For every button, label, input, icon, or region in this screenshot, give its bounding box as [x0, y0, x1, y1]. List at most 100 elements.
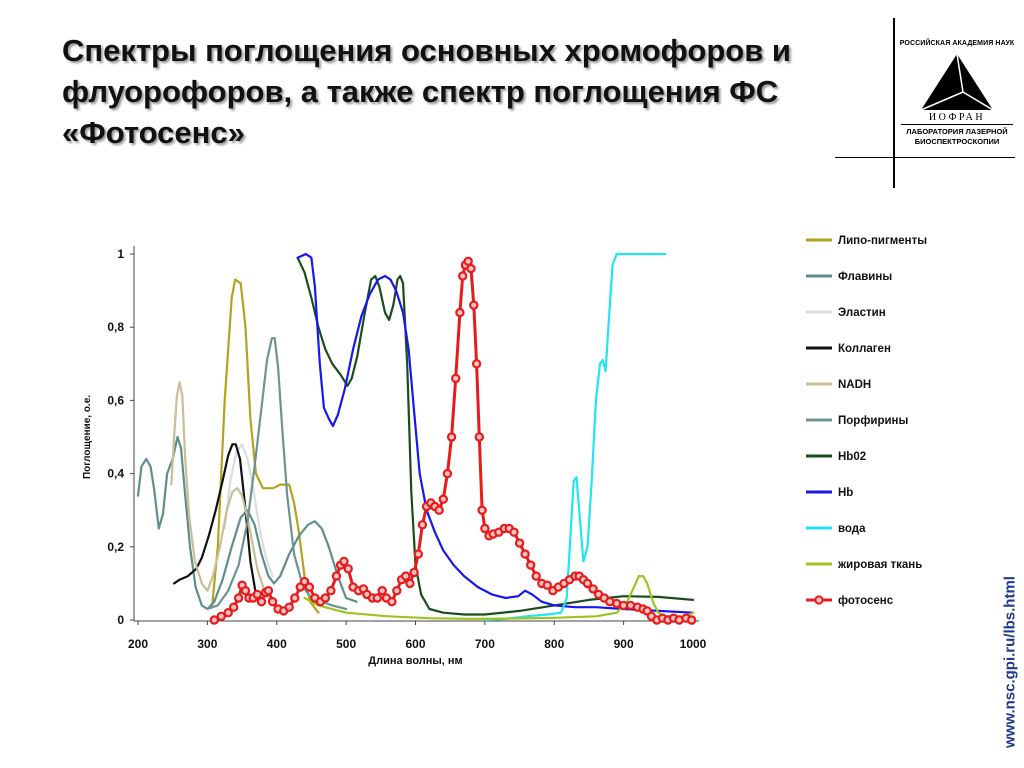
photosens-point	[377, 586, 387, 596]
y-tick-label: 0,4	[107, 467, 124, 481]
y-tick-label: 0,2	[107, 540, 124, 554]
photosens-point	[582, 578, 593, 589]
photosens-point	[392, 586, 402, 596]
x-tick-label: 1000	[680, 637, 707, 651]
legend-label: NADH	[838, 379, 871, 391]
series-9-line	[483, 252, 667, 622]
title-line-1: Спектры поглощения основных хромофоров и	[62, 33, 791, 68]
photosens-point	[520, 549, 530, 559]
photosens-point	[216, 611, 226, 622]
title-line-3: «Фотосенс»	[62, 115, 245, 150]
photosens-point	[438, 494, 448, 504]
photosens-point	[455, 307, 465, 318]
series-1-line	[211, 278, 320, 614]
y-tick-label: 0	[117, 613, 124, 627]
logo-institute-name: ИОФРАН	[928, 112, 986, 123]
photosens-point	[442, 468, 453, 479]
photosens-point	[331, 571, 342, 581]
photosens-point	[405, 578, 415, 589]
photosens-point	[267, 597, 278, 607]
photosens-point	[233, 593, 244, 603]
photosens-point	[401, 571, 411, 581]
legend-label: вода	[838, 523, 866, 535]
series-7-line	[296, 256, 695, 616]
photosens-point	[531, 571, 541, 581]
logo-triangle-icon	[920, 53, 994, 111]
photosens-point	[284, 602, 294, 612]
photosens-point	[434, 505, 444, 515]
legend-label: Коллаген	[838, 343, 891, 355]
x-tick-label: 900	[614, 637, 634, 651]
legend-label: Порфирины	[838, 415, 908, 427]
legend-label: жировая ткань	[837, 559, 922, 571]
series-8-line	[296, 252, 695, 614]
photosens-point	[542, 580, 553, 590]
photosens-point	[413, 549, 423, 559]
logo-lab-text: ЛАБОРАТОРИЯ ЛАЗЕРНОЙ БИОСПЕКТРОСКОПИИ	[897, 127, 1017, 147]
y-tick-label: 1	[117, 247, 124, 261]
logo-lab-line-1: ЛАБОРАТОРИЯ ЛАЗЕРНОЙ	[906, 127, 1008, 136]
x-tick-label: 500	[336, 637, 356, 651]
photosens-point	[480, 523, 490, 534]
photosens-point	[458, 271, 468, 281]
logo-lab-line-2: БИОСПЕКТРОСКОПИИ	[914, 137, 1000, 146]
legend-label: Липо-пигменты	[838, 235, 927, 247]
photosens-point	[446, 432, 457, 442]
photosens-point	[304, 582, 315, 592]
logo-horizontal-line	[835, 157, 1015, 158]
x-tick-label: 600	[405, 637, 425, 651]
y-axis-title: Поглощение, о.е.	[82, 395, 93, 479]
x-tick-label: 400	[267, 637, 287, 651]
photosens-point	[256, 597, 267, 607]
photosens-point	[228, 602, 239, 612]
series-6-line	[206, 337, 348, 611]
photosens-point	[326, 586, 336, 596]
series-5-line	[170, 381, 280, 611]
legend-label: Hb02	[838, 451, 866, 463]
photosens-point	[372, 593, 382, 603]
y-tick-label: 0,8	[107, 320, 124, 334]
photosens-point	[686, 615, 697, 625]
photosens-point	[463, 256, 473, 266]
photosens-point	[466, 263, 476, 274]
logo-vertical-line	[893, 18, 895, 188]
x-tick-label: 800	[544, 637, 564, 651]
logo-academy-text: РОССИЙСКАЯ АКАДЕМИЯ НАУК	[899, 40, 1015, 47]
x-tick-label: 700	[475, 637, 495, 651]
x-axis-title: Длина волны, нм	[368, 655, 462, 667]
photosens-point	[240, 586, 251, 596]
series-2-line	[136, 435, 358, 611]
photosens-point	[387, 597, 397, 607]
legend-label: Эластин	[838, 307, 886, 319]
side-url-text: www.nsc.gpi.ru/lbs.html	[1001, 576, 1019, 748]
chart-series	[136, 252, 697, 625]
x-tick-label: 300	[197, 637, 217, 651]
legend-label: Флавины	[838, 271, 892, 283]
photosens-point	[469, 300, 479, 310]
photosens-point	[451, 373, 461, 384]
title-line-2: флуорофоров, а также спектр поглощения Ф…	[62, 74, 779, 109]
series-4-line	[173, 443, 263, 607]
y-tick-label: 0,6	[107, 393, 124, 407]
legend-label: фотосенс	[838, 595, 894, 607]
photosens-point	[299, 576, 310, 587]
chart-legend: Липо-пигменты Флавины Эластин Коллаген NADH П…	[806, 235, 927, 607]
photosens-point	[339, 556, 349, 567]
chart-axes: 0 0,2 0,4 0,6 0,8 1 200 300 400 500 600 700 800 900 10…	[82, 246, 707, 667]
photosens-point	[509, 527, 519, 537]
photosens-point	[263, 586, 274, 596]
photosens-point	[526, 560, 536, 570]
slide-title: Спектры поглощения основных хромофоров и…	[62, 30, 842, 153]
photosens-point	[417, 520, 428, 530]
photosens-point	[477, 505, 487, 515]
photosens-point	[343, 564, 353, 574]
legend-label: Hb	[838, 487, 853, 499]
photosens-point	[474, 432, 484, 442]
photosens-point	[409, 567, 419, 578]
legend-marker	[814, 595, 824, 605]
photosens-point	[471, 359, 482, 369]
photosens-point	[514, 538, 525, 548]
photosens-point	[209, 615, 219, 625]
photosens-point	[223, 608, 233, 618]
